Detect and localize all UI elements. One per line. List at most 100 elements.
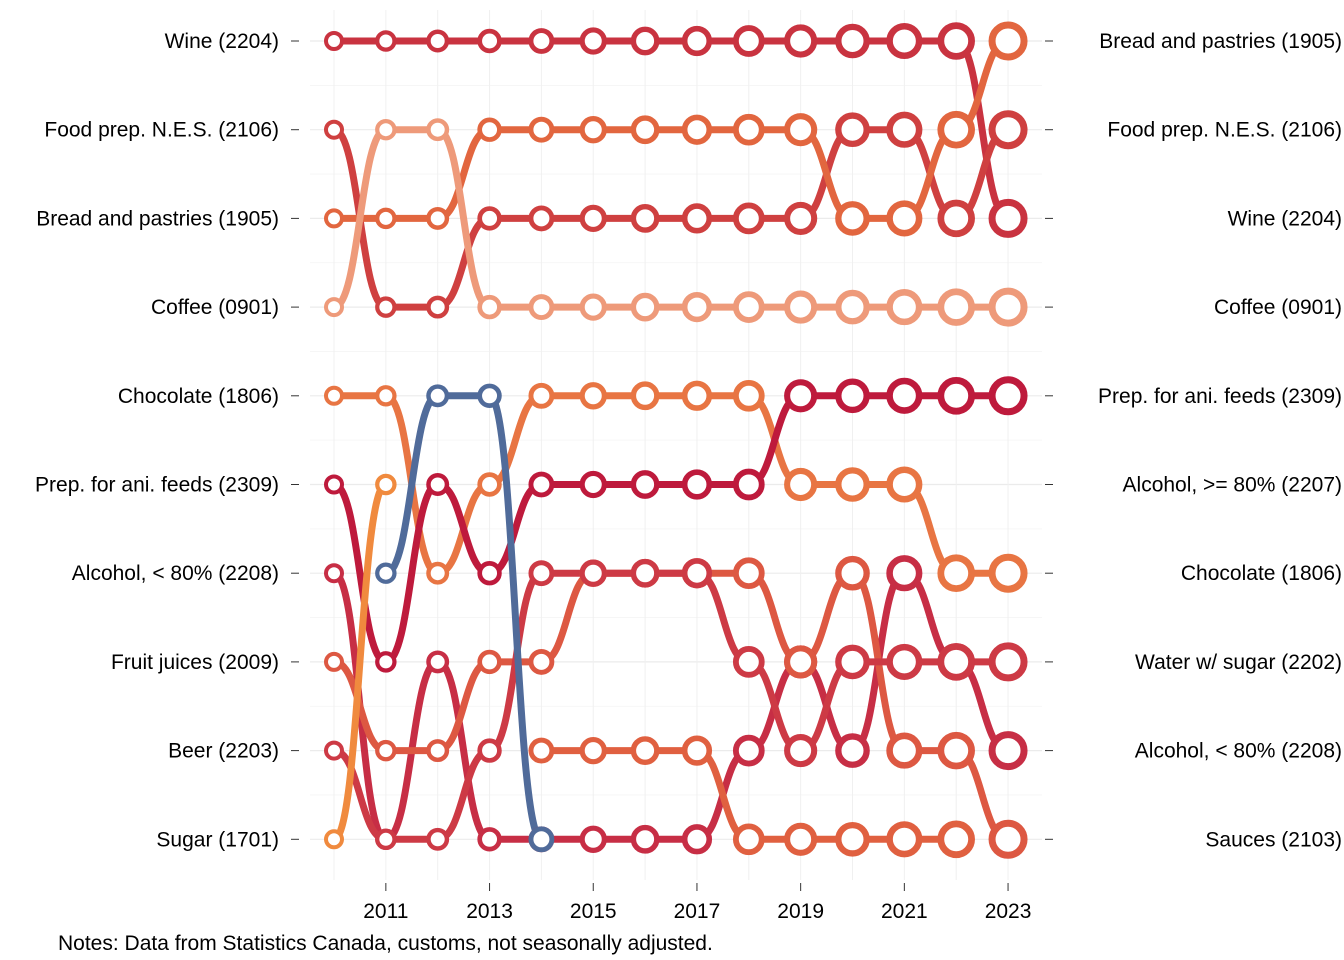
left-label: Coffee (0901) xyxy=(151,296,279,319)
data-point xyxy=(988,21,1028,61)
right-label: Prep. for ani. feeds (2309) xyxy=(1098,385,1342,408)
data-point xyxy=(988,819,1028,859)
data-point xyxy=(835,23,870,59)
data-point xyxy=(477,383,502,408)
data-point xyxy=(630,115,660,145)
data-point xyxy=(579,204,607,233)
right-label: Chocolate (1806) xyxy=(1181,562,1342,585)
data-point xyxy=(988,110,1028,150)
data-point xyxy=(835,644,870,680)
data-point xyxy=(477,294,502,320)
data-point xyxy=(732,113,765,146)
data-point xyxy=(886,821,923,858)
right-label: Food prep. N.E.S. (2106) xyxy=(1107,119,1342,142)
data-point xyxy=(630,736,660,765)
data-point xyxy=(630,470,660,499)
data-point xyxy=(528,294,555,321)
x-tick-label: 2015 xyxy=(570,900,617,923)
x-tick-label: 2017 xyxy=(674,900,721,923)
data-point xyxy=(732,557,765,590)
data-point xyxy=(324,385,344,406)
data-point xyxy=(988,553,1028,593)
left-label: Chocolate (1806) xyxy=(118,385,279,408)
data-point xyxy=(579,559,607,587)
data-point xyxy=(886,466,923,503)
data-point xyxy=(324,563,344,584)
series-line xyxy=(330,126,1012,311)
data-point xyxy=(528,382,555,409)
data-point xyxy=(784,290,818,324)
data-point xyxy=(426,206,450,230)
data-point xyxy=(732,823,765,856)
left-label: Wine (2204) xyxy=(165,30,279,53)
data-point xyxy=(732,646,765,678)
data-point xyxy=(426,384,450,408)
data-point xyxy=(630,558,660,588)
data-point xyxy=(784,467,818,502)
series-line xyxy=(330,392,1012,666)
data-point xyxy=(477,738,502,763)
data-point xyxy=(732,379,765,412)
data-point xyxy=(681,469,713,500)
left-label: Food prep. N.E.S. (2106) xyxy=(44,119,279,142)
data-point xyxy=(477,117,502,142)
data-point xyxy=(375,828,397,851)
data-point xyxy=(937,110,975,149)
data-point xyxy=(375,118,397,141)
data-point xyxy=(426,650,450,674)
data-point xyxy=(937,377,975,415)
data-point xyxy=(375,473,397,496)
data-point xyxy=(886,732,923,769)
right-label: Wine (2204) xyxy=(1228,207,1342,230)
right-axis-labels: Bread and pastries (1905) Food prep. N.E.… xyxy=(1045,30,1342,851)
data-point xyxy=(988,642,1028,682)
data-point xyxy=(784,645,818,679)
left-label: Beer (2203) xyxy=(168,740,279,763)
data-point xyxy=(579,736,607,765)
data-point xyxy=(528,28,555,54)
data-point xyxy=(886,200,923,237)
data-point xyxy=(528,826,555,853)
data-point xyxy=(630,381,660,411)
data-point xyxy=(324,829,344,850)
left-axis-labels: Wine (2204) Food prep. N.E.S. (2106) Bread… xyxy=(35,30,299,851)
data-point xyxy=(528,648,555,675)
series-line xyxy=(330,481,390,843)
data-point xyxy=(681,824,713,855)
data-point xyxy=(324,651,344,672)
data-point xyxy=(477,561,502,586)
data-point xyxy=(835,112,870,148)
data-point xyxy=(732,734,765,767)
data-point xyxy=(426,473,450,496)
data-point xyxy=(630,26,660,56)
data-point xyxy=(426,561,450,585)
data-point xyxy=(579,825,607,853)
data-point xyxy=(375,296,397,318)
data-point xyxy=(579,116,607,144)
data-point xyxy=(426,739,450,763)
data-point xyxy=(477,472,502,497)
data-point xyxy=(477,649,502,675)
points-layer xyxy=(324,21,1028,859)
data-point xyxy=(324,297,344,318)
data-point xyxy=(937,554,975,592)
left-label: Sugar (1701) xyxy=(156,828,279,851)
x-tick-label: 2023 xyxy=(985,900,1032,923)
data-point xyxy=(886,643,923,680)
data-point xyxy=(835,201,870,236)
data-point xyxy=(732,468,765,501)
right-label: Coffee (0901) xyxy=(1214,296,1342,319)
data-point xyxy=(630,204,660,233)
data-point xyxy=(477,206,502,231)
left-label: Alcohol, < 80% (2208) xyxy=(72,562,279,585)
data-point xyxy=(681,291,713,323)
data-point xyxy=(784,822,818,856)
data-point xyxy=(426,29,450,53)
data-point xyxy=(835,555,870,591)
left-label: Bread and pastries (1905) xyxy=(36,207,279,230)
data-point xyxy=(835,289,870,325)
data-point xyxy=(835,378,870,414)
data-point xyxy=(375,207,397,230)
data-point xyxy=(784,201,818,235)
